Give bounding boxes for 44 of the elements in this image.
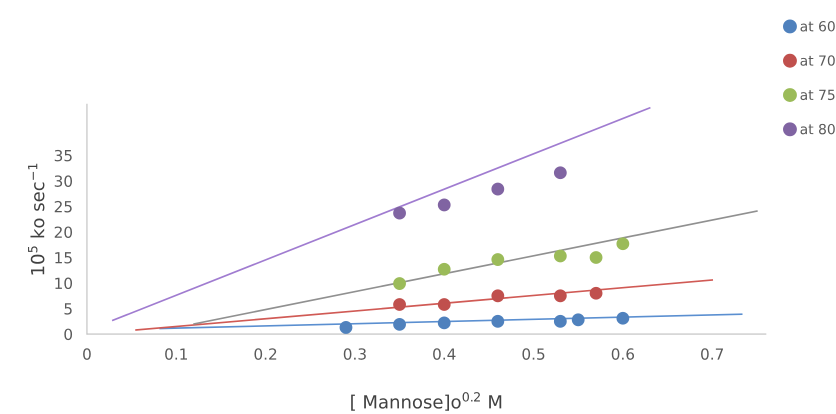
- point: [554, 289, 567, 302]
- point: [393, 277, 406, 290]
- x-tick-label: 0.5: [522, 348, 544, 360]
- y-tick-label: 30: [54, 175, 72, 187]
- point: [393, 298, 406, 311]
- y-tick-label: 15: [55, 252, 72, 264]
- x-tick-label: 0.3: [344, 348, 366, 360]
- y-tick-label: 10: [55, 278, 72, 290]
- point: [554, 314, 567, 328]
- point: [491, 314, 504, 328]
- y-tick-label: 25: [54, 200, 72, 212]
- point: [438, 262, 451, 276]
- point: [590, 286, 602, 300]
- y-axis-title: 10$^{5}$ ko sec$^{−1}$: [28, 164, 44, 274]
- legend-label: at 70: [800, 55, 835, 66]
- y-tick-label: 35: [54, 150, 72, 162]
- point: [491, 253, 504, 266]
- point: [438, 298, 451, 311]
- legend-label: at 80: [800, 124, 835, 134]
- x-tick-label: 0.4: [433, 348, 456, 360]
- legend-label: at 75: [800, 90, 835, 100]
- x-tick-label: 0.7: [701, 348, 724, 360]
- point: [554, 166, 567, 180]
- legend-label: at 60: [800, 21, 835, 32]
- x-tick-label: 0.1: [165, 348, 187, 360]
- point: [590, 251, 602, 264]
- point: [554, 250, 567, 262]
- point: [438, 316, 451, 330]
- point: [616, 237, 630, 250]
- x-tick-label: 0.6: [612, 348, 634, 360]
- point: [572, 313, 585, 326]
- x-tick-label: 0: [83, 348, 91, 360]
- point: [438, 198, 451, 212]
- y-tick-label: 0: [64, 328, 72, 340]
- y-tick-label: 20: [54, 226, 72, 238]
- x-axis-title: [ Mannose]o$^{0.2}$ M: [351, 392, 502, 411]
- point: [340, 321, 352, 334]
- point: [491, 289, 504, 302]
- point: [491, 182, 504, 196]
- x-tick-label: 0.2: [254, 348, 276, 360]
- point: [393, 318, 406, 331]
- y-tick-label: 5: [64, 303, 72, 315]
- point: [616, 312, 630, 325]
- point: [393, 206, 406, 220]
